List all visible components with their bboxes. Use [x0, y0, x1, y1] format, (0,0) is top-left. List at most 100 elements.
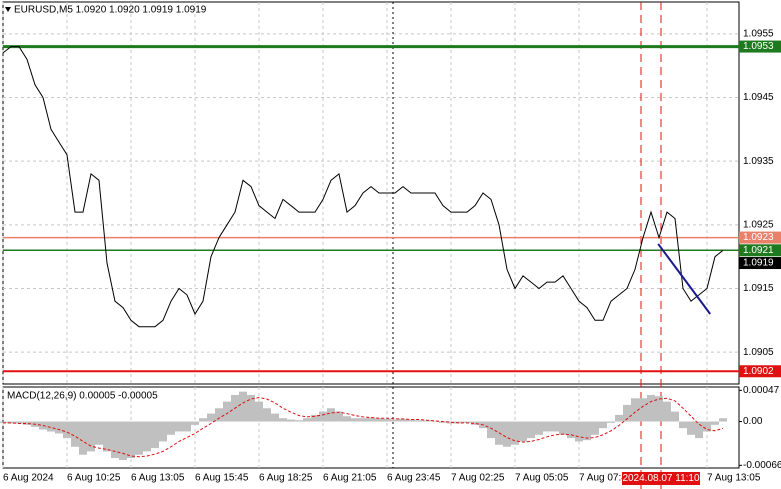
level-label: 1.0902 — [743, 366, 774, 377]
macd-bar — [63, 421, 71, 439]
macd-bar — [591, 421, 599, 435]
macd-bar — [671, 411, 679, 422]
x-tick-label: 7 Aug 13:05 — [707, 473, 761, 484]
macd-bar — [167, 421, 175, 435]
macd-bar — [383, 418, 391, 422]
macd-bar — [567, 421, 575, 439]
macd-bar — [0, 421, 7, 423]
macd-bar — [23, 421, 31, 425]
macd-bar — [463, 421, 471, 423]
macd-bar — [559, 421, 567, 435]
macd-bar — [711, 421, 719, 425]
level-label: 1.0923 — [743, 232, 774, 243]
macd-bar — [615, 414, 623, 422]
macd-bar — [319, 411, 327, 422]
x-tick-label: 6 Aug 18:25 — [259, 473, 313, 484]
macd-title: MACD(12,26,9) 0.00005 -0.00005 — [7, 391, 158, 402]
macd-bar — [287, 419, 295, 422]
macd-bar — [327, 408, 335, 422]
macd-bar — [87, 421, 95, 452]
y-tick-label: 1.0955 — [743, 28, 774, 39]
macd-bar — [135, 421, 143, 455]
labels: 1.0955 1.0945 1.0935 1.0925 1.0915 1.0905 6 Au… — [3, 28, 781, 485]
macd-bar — [159, 421, 167, 442]
y-tick-label: 1.0945 — [743, 92, 774, 103]
level-label-box — [739, 40, 781, 53]
y-tick-label: 0.00047 — [743, 385, 780, 396]
macd-bar — [175, 421, 183, 432]
macd-bar — [527, 421, 535, 439]
macd-bar — [255, 401, 263, 422]
macd-bar — [111, 421, 119, 459]
macd-bar — [55, 421, 63, 434]
y-tick-label: 1.0915 — [743, 283, 774, 294]
macd-bar — [303, 418, 311, 422]
macd-bar — [279, 418, 287, 422]
macd-bar — [655, 396, 663, 422]
x-tick-label: 6 Aug 21:05 — [323, 473, 377, 484]
macd-bar — [687, 421, 695, 435]
y-tick-label: -0.00066 — [743, 460, 781, 471]
x-tick-label: 7 Aug 05:05 — [515, 473, 569, 484]
macd-bar — [703, 421, 711, 432]
macd-bar — [607, 421, 615, 423]
macd-bar — [431, 421, 439, 423]
macd-bar — [575, 421, 583, 442]
macd-bar — [407, 419, 415, 422]
macd-bar — [263, 408, 271, 422]
menu-icon — [5, 7, 11, 12]
macd-bar — [663, 401, 671, 422]
macd-bar — [647, 394, 655, 422]
level-label: 1.0953 — [743, 41, 774, 52]
crosshair-label-box — [622, 472, 700, 485]
macd-bar — [511, 421, 519, 445]
macd-bar — [127, 421, 135, 459]
macd-bar — [535, 421, 543, 435]
current-price-box — [739, 257, 781, 270]
macd-bar — [679, 421, 687, 429]
y-tick-label: 1.0935 — [743, 156, 774, 167]
macd-bar — [295, 420, 303, 422]
level-label-box — [739, 365, 781, 378]
level-label-box — [739, 244, 781, 257]
macd-bar — [471, 421, 479, 425]
macd-bar — [695, 421, 703, 439]
price-panel — [2, 1, 740, 385]
x-tick-label: 7 Aug 07:45 — [579, 473, 633, 484]
macd-bar — [199, 418, 207, 422]
macd-bar — [79, 421, 87, 455]
macd-bar — [439, 421, 447, 423]
macd-bar — [359, 418, 367, 422]
macd-bar — [399, 418, 407, 422]
macd-bar — [311, 414, 319, 422]
macd-bar — [103, 421, 111, 452]
x-tick-label: 7 Aug 02:25 — [451, 473, 505, 484]
macd-bar — [143, 421, 151, 452]
macd-bar — [551, 421, 559, 432]
macd-bar — [415, 420, 423, 422]
macd-bar — [423, 420, 431, 422]
marks — [0, 45, 739, 461]
chart-title: EURUSD,M5 1.0920 1.0920 1.0919 1.0919 — [14, 5, 207, 16]
x-tick-label: 6 Aug 2024 — [3, 473, 54, 484]
macd-bar — [119, 421, 127, 461]
price-line — [2, 46, 724, 328]
macd-bar — [351, 418, 359, 422]
macd-bar — [639, 398, 647, 422]
macd-bar — [239, 391, 247, 422]
level-label-box — [739, 231, 781, 244]
macd-bar — [215, 408, 223, 422]
x-tick-label: 6 Aug 13:05 — [131, 473, 185, 484]
macd-bar — [719, 418, 727, 422]
x-tick-label: 6 Aug 15:45 — [195, 473, 249, 484]
level-label: 1.0921 — [743, 245, 774, 256]
macd-bar — [599, 421, 607, 429]
macd-bar — [247, 394, 255, 422]
current-price-label: 1.0919 — [743, 258, 774, 269]
macd-bar — [487, 421, 495, 439]
macd-bar — [223, 401, 231, 422]
y-tick-label: 0.00 — [743, 416, 763, 427]
macd-bar — [191, 421, 199, 425]
macd-bar — [15, 421, 23, 424]
